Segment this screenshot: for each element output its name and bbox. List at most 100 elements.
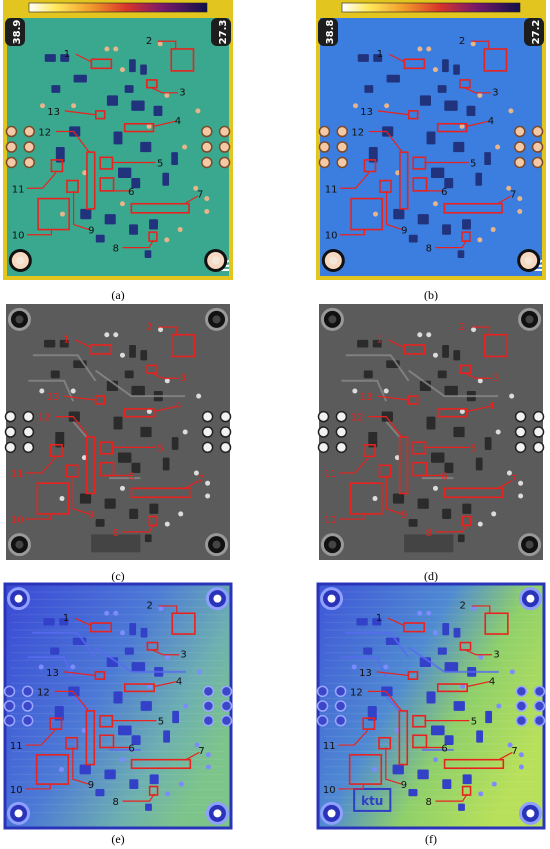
- connector-pad: [533, 685, 546, 698]
- connector-pad: [220, 714, 233, 727]
- region-box-6: [99, 177, 115, 192]
- via: [433, 630, 439, 636]
- connector-pad: [514, 441, 527, 454]
- component-pad: [44, 54, 56, 62]
- component-pad: [162, 172, 170, 186]
- temp-min-box: [524, 18, 544, 46]
- via: [509, 393, 515, 399]
- board-field: [319, 304, 543, 560]
- component-pad: [43, 618, 55, 626]
- component-pad: [44, 339, 56, 348]
- leader-line-8: [435, 793, 468, 802]
- region-box-2: [171, 612, 196, 635]
- component-pad: [55, 432, 65, 448]
- component-pad: [69, 126, 81, 137]
- component-pad: [131, 177, 141, 189]
- region-box-10: [36, 482, 70, 515]
- leader-line-4: [154, 681, 177, 688]
- region-label-3: 3: [492, 88, 498, 99]
- component-pad: [118, 167, 132, 178]
- component-pad: [104, 214, 116, 225]
- region-box-11: [362, 444, 376, 458]
- via: [104, 332, 110, 338]
- leader-line-10: [26, 229, 53, 236]
- region-label-13: 13: [47, 392, 60, 403]
- region-label-1: 1: [376, 335, 382, 346]
- temp-max-readout: 38.8: [325, 20, 336, 45]
- via: [477, 521, 483, 527]
- component-pad: [140, 141, 152, 153]
- leader-line-9: [385, 475, 403, 515]
- component-pad: [50, 647, 60, 655]
- leader-line-12: [55, 416, 90, 438]
- region-box-10: [348, 754, 383, 785]
- component-pad: [453, 350, 461, 361]
- pcb-trace: [94, 646, 186, 673]
- pcb-trace: [408, 369, 499, 398]
- board-field: [316, 582, 546, 830]
- via: [204, 209, 210, 214]
- connector-pad: [531, 156, 544, 169]
- via: [506, 185, 512, 191]
- region-box-11: [363, 159, 377, 173]
- component-pad: [59, 618, 69, 626]
- region-box-2: [170, 48, 195, 72]
- component-pad: [113, 691, 123, 704]
- leader-line-2: [158, 605, 178, 614]
- via: [205, 480, 211, 486]
- component-pad: [140, 627, 148, 638]
- component-pad: [442, 623, 450, 636]
- via: [490, 227, 496, 233]
- region-box-4: [123, 122, 155, 133]
- connector-pad: [515, 685, 528, 698]
- temp-min-readout: 27.2: [531, 20, 542, 45]
- leader-line-7: [498, 751, 513, 761]
- region-label-13: 13: [360, 107, 373, 118]
- temp-max-box: [318, 18, 338, 46]
- pcb-trace: [385, 421, 401, 438]
- component-pad: [417, 214, 429, 225]
- leader-line-4: [153, 120, 176, 127]
- region-label-8: 8: [426, 797, 432, 808]
- leader-line-12: [54, 690, 90, 712]
- region-label-9: 9: [401, 510, 407, 521]
- region-label-7: 7: [511, 474, 517, 485]
- component-pad: [50, 370, 60, 379]
- component-pad: [444, 385, 458, 397]
- region-label-7: 7: [197, 189, 203, 200]
- region-box-12: [85, 710, 96, 766]
- region-label-6: 6: [128, 743, 134, 754]
- connector-pad: [23, 141, 35, 153]
- leader-line-13: [376, 671, 409, 677]
- component-pad: [104, 769, 116, 780]
- leader-line-13: [64, 110, 96, 116]
- component-pad: [163, 730, 170, 743]
- region-box-6: [412, 734, 428, 749]
- region-label-5: 5: [470, 158, 476, 169]
- via: [518, 764, 524, 770]
- connector-pad: [514, 141, 526, 153]
- via: [177, 227, 183, 233]
- connector-pad: [218, 125, 231, 138]
- region-box-9: [378, 736, 392, 750]
- via: [70, 664, 76, 670]
- component-pad: [131, 100, 145, 111]
- connector-pad: [220, 700, 233, 712]
- region-box-1: [403, 58, 426, 70]
- region-label-5: 5: [470, 443, 476, 454]
- component-pad: [104, 498, 116, 509]
- via: [165, 791, 171, 797]
- component-pad: [113, 131, 123, 145]
- region-box-13: [407, 395, 419, 405]
- region-box-5: [412, 441, 427, 455]
- component-pad: [453, 701, 465, 711]
- via: [164, 92, 170, 98]
- via: [477, 92, 483, 98]
- component-pad: [431, 452, 445, 463]
- connector-pad: [336, 156, 348, 169]
- region-label-2: 2: [146, 36, 152, 47]
- component-pad: [68, 411, 80, 422]
- region-label-2: 2: [459, 36, 465, 47]
- component-pad: [442, 508, 452, 520]
